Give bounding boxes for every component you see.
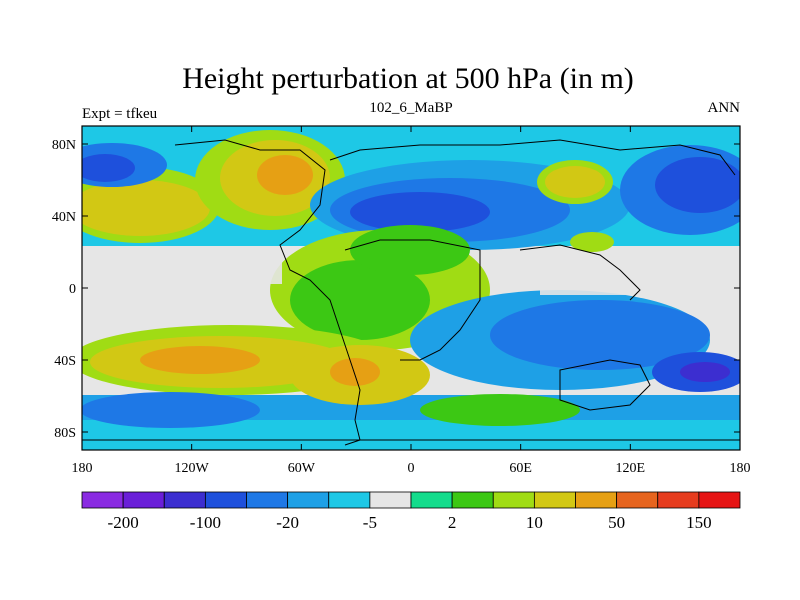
colorbar-swatch (122, 491, 165, 509)
colorbar-swatch (328, 491, 371, 509)
colorbar-swatch (575, 491, 618, 509)
colorbar-label: 150 (686, 513, 712, 532)
x-tick-label: 120W (175, 461, 210, 476)
y-tick-label: 40N (52, 210, 76, 225)
colorbar-label: 2 (448, 513, 457, 532)
height-field (82, 126, 740, 450)
colorbar-swatch (204, 491, 247, 509)
x-tick-label: 0 (408, 461, 415, 476)
y-tick-label: 40S (54, 354, 76, 369)
x-tick-label: 120E (616, 461, 646, 476)
colorbar-swatch (410, 491, 453, 509)
center-string: 102_6_MaBP (369, 100, 452, 116)
colorbar-swatch (533, 491, 576, 509)
colorbar-label: 50 (608, 513, 625, 532)
chart-title: Height perturbation at 500 hPa (in m) (182, 62, 634, 95)
colorbar-label: -200 (108, 513, 139, 532)
right-string: ANN (708, 100, 741, 116)
x-tick-label: 180 (730, 461, 751, 476)
y-tick-label: 80N (52, 138, 76, 153)
colorbar-label: -5 (363, 513, 377, 532)
colorbar-swatch (369, 491, 412, 509)
colorbar-swatch (657, 491, 700, 509)
x-axis: 180 120W 60W 0 60E 120E 180 (72, 126, 751, 476)
colorbar-label: -100 (190, 513, 221, 532)
colorbar-swatch (492, 491, 535, 509)
colorbar-swatch (81, 491, 124, 509)
y-axis: 80N 40N 0 40S 80S (52, 138, 740, 441)
colorbar-label: 10 (526, 513, 543, 532)
colorbar-swatch (616, 491, 659, 509)
colorbar-swatch (287, 491, 330, 509)
colorbar: -200 -100 -20 -5 2 10 50 150 (81, 491, 741, 532)
y-tick-label: 80S (54, 426, 76, 441)
colorbar-swatch (451, 491, 494, 509)
x-tick-label: 60E (509, 461, 532, 476)
colorbar-swatch (698, 491, 741, 509)
colorbar-swatch (163, 491, 206, 509)
coastlines (82, 139, 740, 446)
colorbar-swatch (246, 491, 289, 509)
y-tick-label: 0 (69, 282, 76, 297)
x-tick-label: 60W (288, 461, 316, 476)
colorbar-label: -20 (276, 513, 299, 532)
x-tick-label: 180 (72, 461, 93, 476)
left-string: Expt = tfkeu (82, 106, 158, 122)
